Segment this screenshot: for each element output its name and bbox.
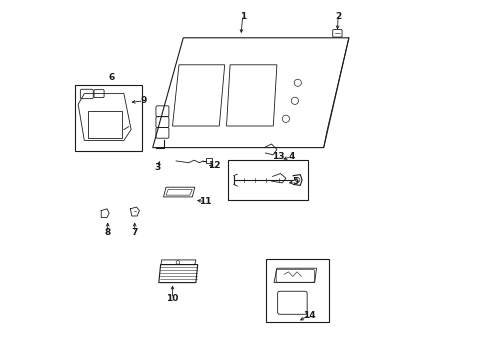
Text: 12: 12 [207,161,220,170]
Bar [75,85,142,151]
Text: 8: 8 [104,228,111,237]
Bar [205,158,212,163]
Text: 9: 9 [140,96,146,105]
Text: 6: 6 [108,73,114,82]
Text: 5: 5 [291,177,297,186]
Text: 3: 3 [154,163,160,172]
Text: 4: 4 [287,152,294,161]
Text: 10: 10 [166,294,178,303]
Bar [88,111,122,138]
Text: 2: 2 [334,12,341,21]
Bar [228,160,307,200]
Text: 13: 13 [272,152,285,161]
Text: 1: 1 [239,12,245,21]
Text: 7: 7 [131,228,138,237]
Text: 14: 14 [303,310,315,320]
Bar [265,259,328,322]
Text: 11: 11 [198,197,211,206]
